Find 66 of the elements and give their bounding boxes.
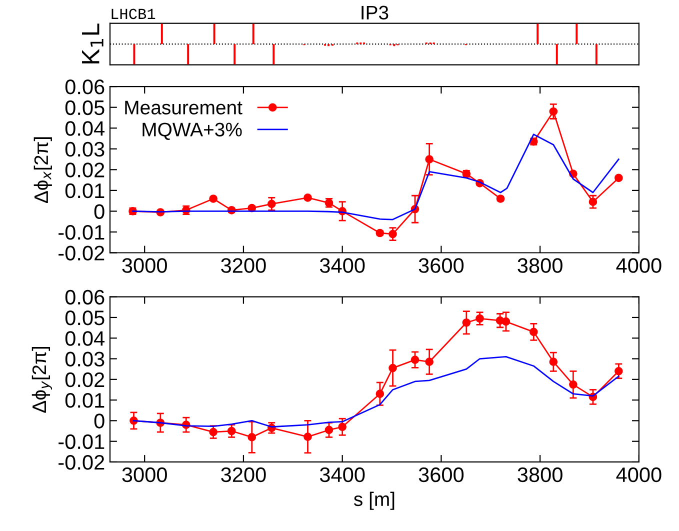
- y-tick-label: -0.02: [58, 246, 104, 261]
- y-tick-label: 0.01: [65, 183, 104, 198]
- y-tick-label: 0.03: [65, 352, 104, 367]
- y-tick-label: 0.02: [65, 162, 104, 178]
- x-tick-label: 3600: [418, 467, 464, 482]
- x-tick-label: 3000: [122, 258, 167, 273]
- y-tick-label: 0: [94, 414, 104, 428]
- point: [338, 422, 347, 432]
- point: [476, 314, 484, 323]
- x-tick-label: 3800: [518, 467, 562, 482]
- y-tick-label: 0.02: [65, 372, 104, 388]
- x-tick-label: 3800: [518, 258, 562, 273]
- y-axis-title: Δϕ$_{y}$[2π]: [32, 347, 52, 413]
- point: [549, 358, 558, 366]
- x-tick-label: 4000: [616, 258, 662, 273]
- point: [588, 198, 598, 206]
- point: [462, 318, 471, 327]
- x-tick-label: 3200: [221, 467, 266, 482]
- y-axis-title: K$_{1}$L: [82, 24, 104, 64]
- y-tick-label: 0.04: [65, 331, 105, 346]
- point: [614, 366, 623, 376]
- x-tick-label: 3600: [418, 258, 464, 273]
- point: [248, 433, 256, 442]
- point: [425, 155, 434, 164]
- x-tick-label: 3200: [221, 258, 266, 273]
- point: [267, 200, 276, 208]
- point: [388, 230, 397, 238]
- point: [425, 358, 434, 366]
- y-tick-label: 0.06: [65, 290, 104, 305]
- y-tick-label: -0.01: [58, 224, 104, 240]
- x-tick-label: 3400: [320, 258, 365, 273]
- y-tick-label: 0.05: [65, 310, 104, 326]
- y-tick-label: 0.04: [65, 121, 105, 136]
- point: [209, 428, 218, 436]
- point: [502, 317, 510, 326]
- x-tick-label: 3400: [320, 467, 365, 482]
- text: LHCB1: [112, 8, 156, 20]
- x-axis-title: s [m]: [354, 492, 394, 510]
- point: [569, 380, 578, 389]
- point: [549, 107, 558, 116]
- y-tick-label: -0.01: [58, 434, 104, 450]
- y-tick-label: -0.02: [58, 454, 104, 470]
- point: [388, 364, 397, 372]
- y-tick-label: 0: [94, 204, 104, 219]
- y-tick-label: 0.01: [65, 393, 104, 408]
- point: [304, 432, 312, 441]
- point: [529, 328, 538, 336]
- point: [376, 228, 384, 238]
- point: [248, 204, 256, 212]
- point: [614, 174, 623, 182]
- point: [496, 194, 505, 203]
- legend-label: Measurement: [125, 100, 242, 114]
- x-tick-label: 3000: [122, 467, 167, 482]
- point: [410, 356, 420, 364]
- y-tick-label: 0.03: [65, 142, 104, 157]
- chart-title: IP3: [362, 6, 388, 20]
- x-tick-label: 4000: [616, 467, 662, 482]
- point: [227, 426, 236, 436]
- point: [376, 390, 384, 398]
- point: [209, 194, 218, 203]
- legend-label: MQWA+3%: [142, 122, 242, 140]
- point: [324, 426, 334, 434]
- point: [304, 194, 312, 202]
- y-axis-title: Δϕ$_{x}$[2π]: [34, 137, 52, 204]
- y-tick-label: 0.06: [65, 80, 104, 94]
- y-tick-label: 0.05: [65, 100, 104, 116]
